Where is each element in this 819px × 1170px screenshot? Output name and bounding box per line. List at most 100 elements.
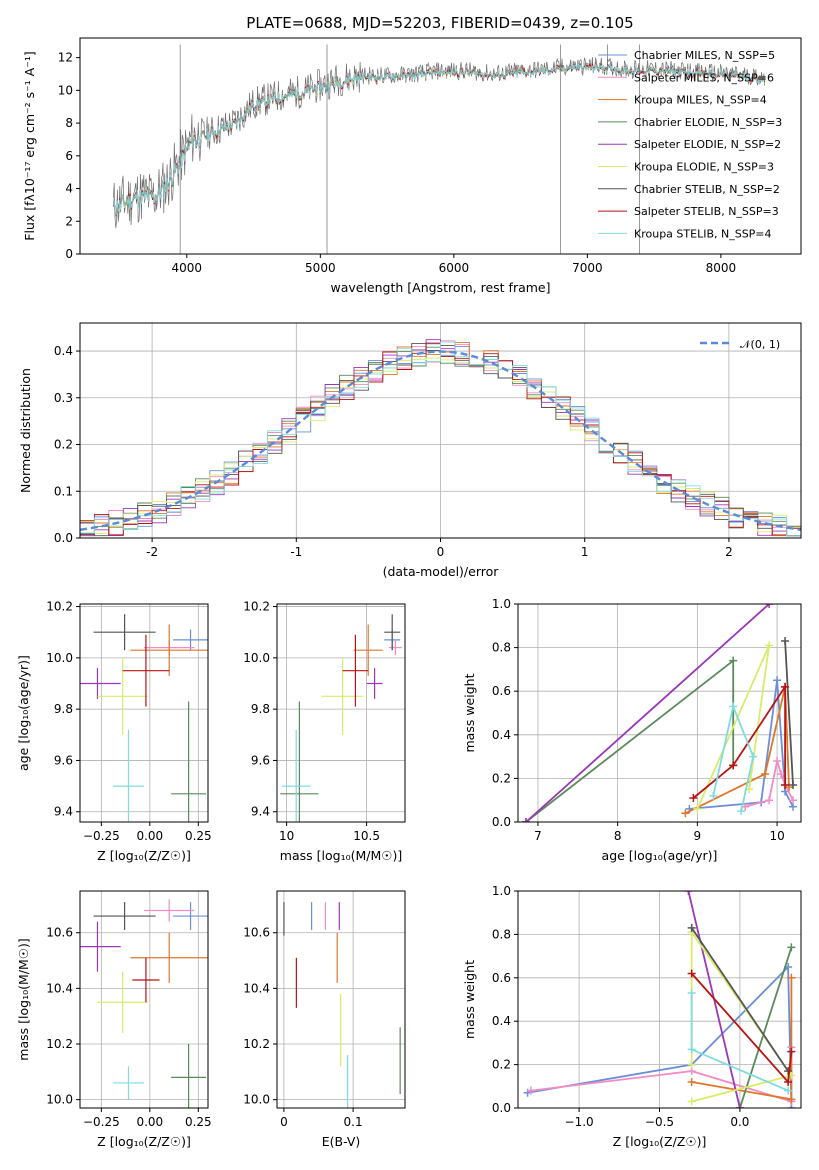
errorbar-point-4 bbox=[366, 668, 383, 699]
y-tick-label: 1.0 bbox=[492, 884, 511, 898]
y-tick: 9.8 bbox=[54, 702, 80, 716]
x-tick: 0 bbox=[437, 538, 444, 559]
y-tick: 9.6 bbox=[54, 753, 80, 767]
y-tick-label: 0.2 bbox=[54, 438, 73, 452]
y-tick: 0.3 bbox=[54, 391, 80, 405]
x-tick-label: 10.5 bbox=[353, 829, 380, 843]
spectrum-title: PLATE=0688, MJD=52203, FIBERID=0439, z=0… bbox=[246, 14, 633, 32]
y-tick-label: 0 bbox=[65, 247, 73, 261]
weight-line-2 bbox=[685, 686, 790, 815]
axes-frame bbox=[79, 37, 802, 255]
weight-marker-0 bbox=[773, 676, 782, 685]
y-tick-label: 4 bbox=[65, 182, 73, 196]
errorbar-point-0 bbox=[173, 902, 208, 930]
plot-area-mass-weight-vs-age bbox=[521, 604, 798, 822]
x-axis-label: Z [log₁₀(Z/Z☉)] bbox=[97, 848, 191, 863]
legend-entry-4: Salpeter ELODIE, N_SSP=2 bbox=[634, 138, 781, 151]
y-tick-label: 9.6 bbox=[54, 753, 73, 767]
y-tick-label: 10.4 bbox=[46, 981, 73, 995]
x-tick-label: -2 bbox=[146, 545, 158, 559]
y-tick: 10.2 bbox=[243, 600, 277, 614]
x-tick-label: 10 bbox=[279, 829, 294, 843]
y-tick-label: 0.2 bbox=[492, 1058, 511, 1072]
y-tick: 0 bbox=[65, 247, 80, 261]
y-tick: 10 bbox=[58, 83, 80, 97]
y-tick: 6 bbox=[65, 149, 80, 163]
y-tick-label: 1.0 bbox=[492, 597, 511, 611]
legend-entry-7: Salpeter STELIB, N_SSP=3 bbox=[634, 205, 779, 218]
x-tick-label: 9 bbox=[694, 829, 702, 843]
y-axis-label: Flux [fλ10⁻¹⁷ erg cm⁻² s⁻¹ A⁻¹] bbox=[22, 51, 37, 240]
y-tick: 10.2 bbox=[243, 1037, 277, 1051]
weight-line-6 bbox=[784, 641, 794, 785]
x-tick-label: 2 bbox=[725, 545, 733, 559]
y-tick-label: 12 bbox=[58, 51, 73, 65]
errorbar-point-7 bbox=[132, 957, 160, 1003]
errorbar-point-5 bbox=[97, 971, 148, 1033]
weight-marker-2 bbox=[761, 770, 770, 779]
weight-marker-2 bbox=[687, 1077, 696, 1086]
errorbar-point-3 bbox=[171, 1044, 207, 1108]
x-tick: 10 bbox=[279, 822, 294, 843]
x-tick-label: 6000 bbox=[439, 261, 470, 275]
y-tick: 0.8 bbox=[492, 927, 518, 941]
x-tick: −0.25 bbox=[83, 1108, 120, 1129]
y-tick-label: 0.4 bbox=[492, 1014, 511, 1028]
y-tick-label: 10.0 bbox=[243, 1093, 270, 1107]
y-tick-label: 10 bbox=[58, 83, 73, 97]
errorbar-point-8 bbox=[281, 729, 311, 822]
x-tick: −0.25 bbox=[83, 822, 120, 843]
x-tick-label: −0.25 bbox=[83, 1115, 120, 1129]
y-tick: 9.8 bbox=[251, 702, 277, 716]
axes-residuals: -2 -1 0 1 2 0.0 0.1 0.2 0.3 0.4 (data-model)/error… bbox=[18, 322, 802, 579]
weight-marker-3 bbox=[787, 943, 796, 952]
x-tick: 1 bbox=[581, 538, 589, 559]
x-tick: 4000 bbox=[172, 254, 202, 275]
axes-mass-vs-EBV: 0 0.1 10.0 10.2 10.4 10.6 E(B-V) bbox=[243, 890, 406, 1149]
errorbar-point-2 bbox=[130, 624, 208, 676]
x-axis-label: Z [log₁₀(Z/Z☉)] bbox=[97, 1134, 191, 1149]
x-tick: 7000 bbox=[572, 254, 603, 275]
y-axis-label: Normed distribution bbox=[18, 368, 33, 493]
weight-marker-1 bbox=[765, 796, 774, 805]
y-tick: 0.6 bbox=[492, 684, 518, 698]
x-tick-label: 0.25 bbox=[185, 829, 212, 843]
weight-line-4 bbox=[525, 604, 770, 822]
y-tick: 10.6 bbox=[243, 926, 277, 940]
plot-area-age-vs-Z bbox=[80, 614, 208, 822]
errorbar-point-4 bbox=[80, 668, 121, 699]
x-tick: 0.0 bbox=[730, 1108, 749, 1129]
weight-line-0 bbox=[527, 964, 793, 1108]
weight-marker-1 bbox=[777, 770, 786, 779]
x-axis-label: mass [log₁₀(M/M☉)] bbox=[280, 848, 402, 863]
weight-marker-5 bbox=[687, 1060, 696, 1069]
y-tick: 10.4 bbox=[46, 981, 80, 995]
y-axis-label: age [log₁₀(age/yr)] bbox=[16, 655, 31, 771]
weight-marker-2 bbox=[787, 973, 796, 982]
weight-marker-2 bbox=[787, 1095, 796, 1104]
axes-frame bbox=[276, 603, 406, 823]
y-tick-label: 10.6 bbox=[243, 926, 270, 940]
plot-area-mass-vs-Z bbox=[80, 899, 208, 1108]
y-tick: 1.0 bbox=[492, 597, 518, 611]
x-tick-label: 7 bbox=[534, 829, 542, 843]
y-tick: 9.4 bbox=[54, 805, 80, 819]
errorbar-point-1 bbox=[389, 639, 402, 656]
y-tick: 0.4 bbox=[492, 728, 518, 742]
y-tick: 10.2 bbox=[46, 1037, 80, 1051]
plot-area-spectrum bbox=[112, 44, 766, 254]
y-tick: 10.6 bbox=[46, 926, 80, 940]
axes-frame bbox=[517, 603, 802, 823]
y-tick: 9.4 bbox=[251, 805, 277, 819]
errorbar-point-6 bbox=[93, 902, 156, 930]
x-tick: 0.00 bbox=[136, 822, 163, 843]
y-tick: 10.4 bbox=[243, 981, 277, 995]
y-tick: 10.0 bbox=[243, 651, 277, 665]
y-tick-label: 10.2 bbox=[243, 600, 270, 614]
x-tick: 0.25 bbox=[185, 822, 212, 843]
axes-frame bbox=[79, 603, 209, 823]
weight-marker-4 bbox=[521, 818, 530, 822]
weight-line-6 bbox=[690, 927, 789, 1072]
plot-area-age-vs-mass bbox=[280, 614, 402, 822]
